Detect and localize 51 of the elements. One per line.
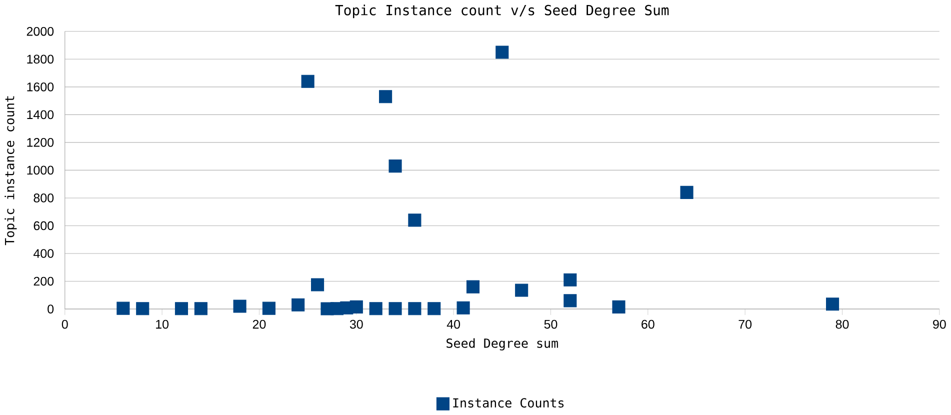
point [496,46,509,59]
x-tick-label: 30 [350,320,363,329]
x-tick-label: 90 [933,320,946,329]
point [826,298,840,311]
x-tick-label: 40 [446,320,460,329]
x-tick-label: 60 [642,320,654,329]
point [136,302,150,316]
point [564,273,577,286]
y-tick-label: 200 [34,276,54,286]
point [311,278,324,292]
x-tick-label: 0 [62,320,68,329]
point [680,186,694,199]
point [466,280,480,294]
point [388,160,402,173]
point [369,302,382,316]
point [262,302,276,315]
chart-title: Topic Instance count v/s Seed Degree Sum [335,4,669,18]
y-axis-title: Topic instance count [4,96,17,246]
x-tick-label: 10 [156,320,169,329]
point [612,300,626,314]
point [116,302,130,315]
point [233,300,246,313]
x-axis-title: Seed Degree sum [446,338,558,350]
y-tick-label: 1600 [27,82,54,92]
y-tick-label: 600 [34,221,54,230]
x-tick-label: 80 [836,320,849,329]
x-tick-label: 70 [738,320,752,329]
point [408,214,422,227]
y-tick-label: 1800 [27,54,54,64]
y-tick-label: 1400 [27,110,54,120]
point [515,284,528,297]
y-tick-label: 0 [48,304,54,314]
point [456,301,470,314]
y-tick-label: 1200 [27,138,54,147]
y-tick-label: 1000 [27,166,54,175]
point [350,300,363,314]
point [379,90,392,104]
y-tick-label: 400 [33,249,54,258]
y-tick-label: 2000 [26,26,54,36]
x-tick-label: 20 [252,320,266,329]
point [408,302,422,316]
point [564,294,577,308]
y-tick-label: 800 [34,194,54,202]
point [292,298,305,312]
point [428,302,441,316]
point [388,302,402,316]
point [301,74,314,88]
x-tick-label: 50 [544,320,558,329]
legend-label: Instance Counts [453,398,564,408]
point [174,302,188,316]
point [194,302,208,316]
